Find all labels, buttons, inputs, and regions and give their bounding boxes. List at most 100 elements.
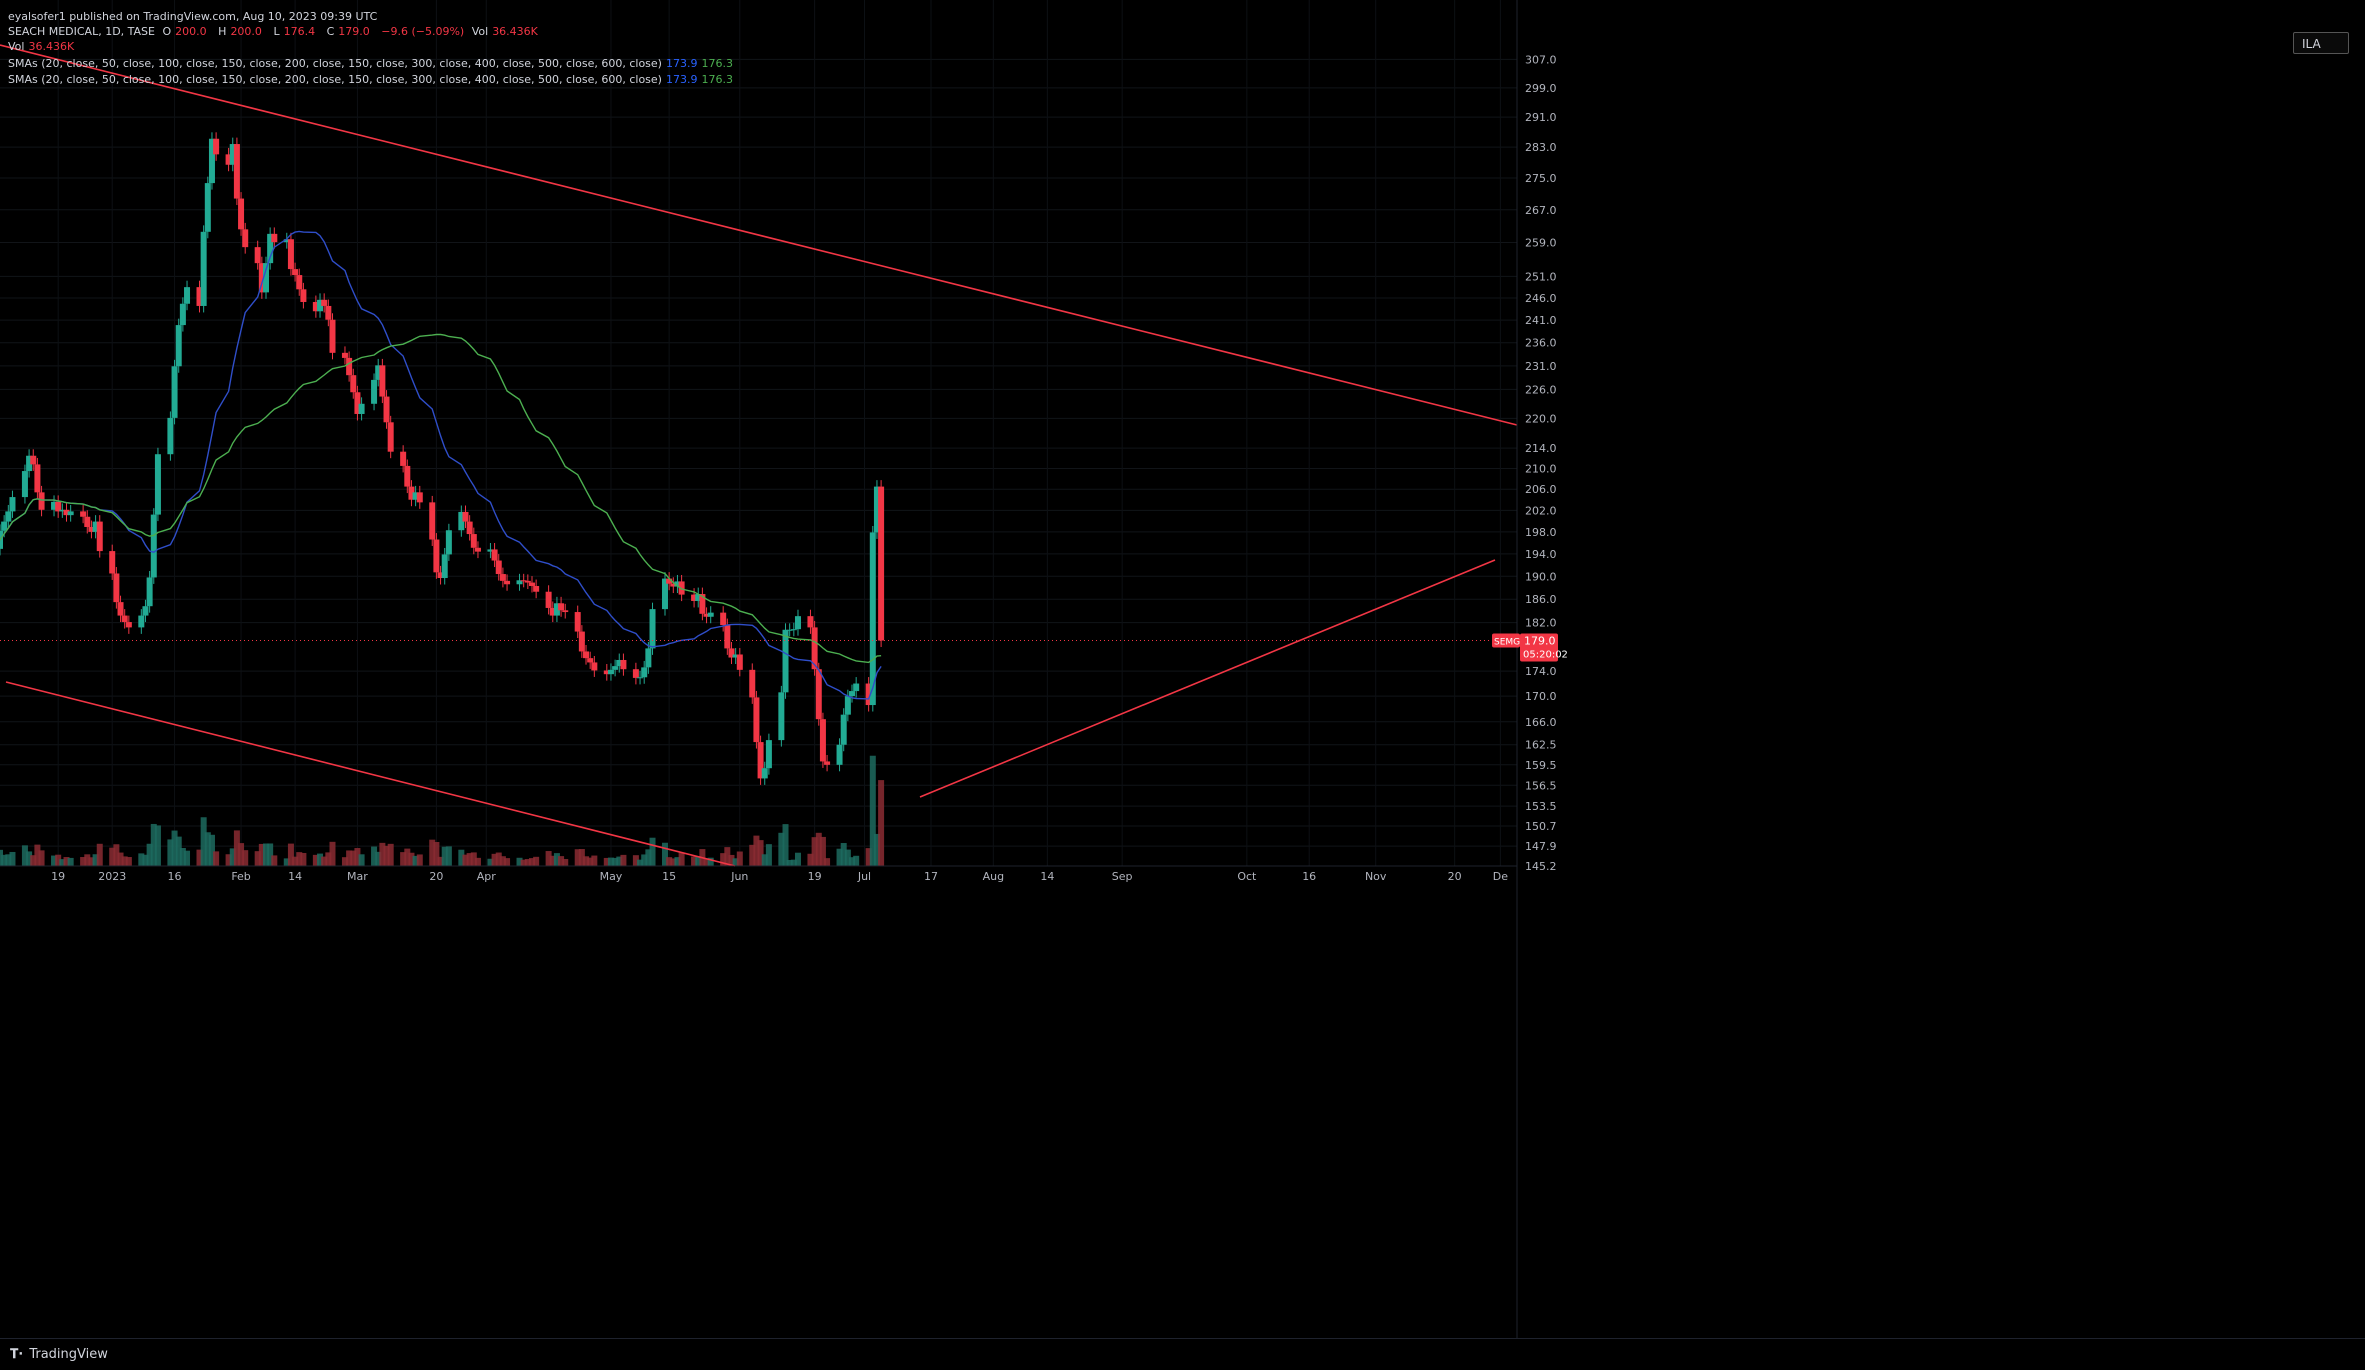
volume-bar	[238, 843, 245, 866]
candle-body	[358, 403, 365, 414]
x-tick-label: Oct	[1237, 870, 1257, 883]
volume-bar	[350, 850, 357, 866]
candle-body	[21, 471, 28, 498]
volume-bar	[292, 856, 299, 866]
candle-body	[637, 677, 644, 679]
y-tick-label: 241.0	[1525, 314, 1557, 327]
candle-body	[229, 144, 236, 165]
volume-bar	[354, 848, 361, 866]
candle-body	[117, 602, 124, 616]
candle-body	[167, 417, 174, 455]
y-tick-label: 182.0	[1525, 617, 1557, 630]
volume-bar	[358, 854, 365, 866]
volume-bar	[404, 848, 411, 866]
candle-body	[620, 659, 627, 670]
price-chart[interactable]: 307.0 299.0 291.0 283.0 275.0 267.0 259.0 251.0…	[0, 0, 2365, 1338]
volume-bar	[283, 858, 290, 866]
candle-body	[26, 455, 33, 472]
volume-bar	[545, 851, 552, 866]
candle-body	[34, 464, 41, 493]
symbol-tag-bg	[1492, 633, 1520, 648]
candle-body	[853, 683, 860, 692]
volume-bar	[296, 852, 303, 866]
candle-body	[670, 583, 677, 587]
candle-body	[179, 303, 186, 326]
candle-body	[583, 651, 590, 659]
volume-bar	[59, 859, 66, 866]
candle-body	[786, 629, 793, 631]
volume-bar	[150, 823, 157, 866]
volume-bar	[179, 847, 186, 866]
candle-body	[84, 516, 91, 527]
candle-body	[499, 574, 506, 581]
ohlc-change: −9.6 (−5.09%)	[381, 25, 465, 38]
volume-bar	[707, 857, 714, 866]
volume-bar	[242, 850, 249, 866]
volume-bar	[641, 854, 648, 866]
candle-body	[113, 573, 120, 603]
candle-body	[603, 670, 610, 675]
y-tick-label: 307.0	[1525, 53, 1557, 66]
volume-bar	[67, 857, 74, 866]
volume-bar	[371, 846, 378, 866]
x-tick-label: 14	[288, 870, 302, 883]
volume-bar	[819, 836, 826, 866]
candle-body	[416, 492, 423, 503]
volume-bar	[317, 853, 324, 866]
time-axis[interactable]: 19 2023 16 Feb 14 Mar 20 Apr May 15 Jun 19 Jul 17 Aug 1…	[0, 865, 1517, 883]
candle-body	[125, 622, 132, 628]
candle-body	[208, 138, 215, 184]
candle-body	[292, 269, 299, 276]
volume-bar	[753, 835, 760, 866]
ohlc-volume: Vol 36.436K	[471, 25, 538, 38]
trendlines	[0, 44, 1518, 867]
candle-body	[691, 594, 698, 601]
volume-bar	[778, 832, 785, 866]
candle-body	[383, 396, 390, 423]
candle-body	[678, 581, 685, 595]
y-tick-label: 174.0	[1525, 665, 1557, 678]
y-tick-label: 259.0	[1525, 237, 1557, 250]
volume-bar	[474, 857, 481, 866]
candle-body	[553, 603, 560, 616]
volume-bar	[549, 855, 556, 866]
volume-bar	[233, 830, 240, 866]
price-axis[interactable]: 307.0 299.0 291.0 283.0 275.0 267.0 259.0 251.0…	[1516, 0, 1557, 1338]
candle-body	[354, 392, 361, 414]
candle-body	[437, 572, 444, 579]
candle-body	[528, 582, 535, 586]
volume-bar	[853, 855, 860, 866]
candle-body	[321, 299, 328, 306]
candle-body	[371, 379, 378, 404]
x-tick-label: De	[1493, 870, 1508, 883]
footer: 𝐓∙ TradingView	[0, 1338, 2365, 1370]
candle-body	[146, 577, 153, 607]
candle-body	[466, 521, 473, 535]
y-tick-label: 156.5	[1525, 779, 1557, 792]
candle-body	[88, 526, 95, 532]
candle-body	[562, 610, 569, 613]
candle-body	[346, 357, 353, 376]
y-tick-label: 299.0	[1525, 82, 1557, 95]
volume-bar	[321, 856, 328, 866]
x-tick-label: Apr	[477, 870, 497, 883]
volume-bar	[167, 839, 174, 866]
volume-bar	[21, 845, 28, 866]
tradingview-logo[interactable]: 𝐓∙ TradingView	[10, 1347, 108, 1362]
candle-body	[441, 554, 448, 579]
candle-body	[811, 627, 818, 670]
ohlc-low: L 176.4	[273, 25, 316, 38]
x-tick-label: May	[600, 870, 623, 883]
y-tick-label: 283.0	[1525, 141, 1557, 154]
volume-bar	[645, 849, 652, 866]
x-tick-label: Jul	[857, 870, 871, 883]
candle-body	[51, 501, 58, 510]
volume-bar	[262, 843, 269, 866]
candle-body	[645, 648, 652, 668]
candle-body	[794, 616, 801, 630]
candle-body	[400, 451, 407, 466]
volume-bar	[92, 854, 99, 866]
candle-body	[138, 615, 145, 628]
currency-button[interactable]: ILA	[2293, 32, 2349, 54]
